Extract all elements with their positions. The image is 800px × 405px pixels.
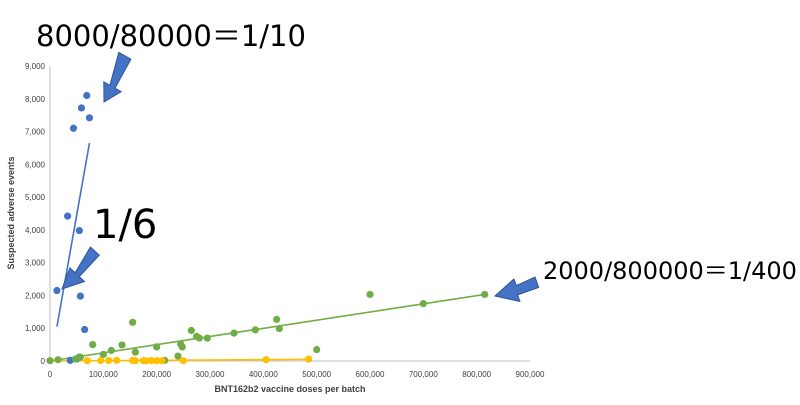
data-point [179,357,187,365]
data-point [251,326,259,334]
data-point [275,324,283,333]
y-tick-label: 5,000 [25,193,46,202]
data-point [153,357,161,365]
data-point [153,343,161,351]
y-tick-label: 0 [41,357,46,366]
data-point [195,334,203,342]
x-tick-label: 600,000 [356,370,385,379]
y-axis-title: Suspected adverse events [6,156,16,269]
trendline [49,293,485,362]
trendline [56,142,91,327]
data-point [81,325,89,334]
y-tick-label: 6,000 [25,160,46,169]
data-point [305,355,313,363]
arrow-to-green-end [493,276,540,303]
data-point [46,357,54,365]
data-point [142,357,150,365]
data-point [107,346,115,355]
data-point [481,290,489,299]
x-tick-label: 200,000 [142,370,171,379]
x-tick-label: 900,000 [516,370,545,379]
data-point [77,104,86,112]
x-tick-label: 300,000 [196,370,225,379]
y-tick-label: 3,000 [25,259,46,268]
x-axis-title: BNT162b2 vaccine doses per batch [214,384,365,394]
x-tick-label: 500,000 [302,370,331,379]
data-point [64,212,72,220]
x-tick-label: 800,000 [462,370,491,379]
y-tick-label: 4,000 [25,226,46,235]
data-point [53,286,61,295]
data-point [131,357,139,365]
x-tick-label: 700,000 [409,370,438,379]
data-point [129,318,137,326]
trendlines [49,142,485,362]
data-point [76,292,84,300]
data-point [147,356,155,365]
x-tick-labels: 0 100,000 200,000 300,000 400,000 500,000 600,… [48,370,545,379]
data-point [131,348,139,356]
data-point [178,343,186,351]
y-tick-labels: 0 1,000 2,000 3,000 4,000 5,000 6,000 7,000 8,00… [25,62,46,366]
data-point [187,326,195,335]
y-tick-label: 1,000 [25,324,46,333]
data-point [99,350,107,359]
data-point [85,114,94,122]
annotation-one-400th: 2000/800000＝1/400 [543,257,797,285]
data-point [366,290,374,299]
data-point [113,356,121,364]
y-tick-label: 2,000 [25,291,46,300]
data-point [97,356,105,365]
data-point [203,334,211,342]
data-point [105,356,113,365]
y-tick-label: 7,000 [25,128,46,137]
data-point [69,124,78,132]
data-point [75,226,83,235]
x-tick-label: 400,000 [249,370,278,379]
data-point [89,341,97,349]
data-point [158,357,166,365]
data-point [83,357,91,365]
x-tick-label: 0 [48,370,53,379]
y-tick-label: 9,000 [25,62,46,71]
data-point [419,300,427,308]
annotation-one-tenth: 8000/80000＝1/10 [36,19,306,53]
arrow-to-low-point [61,246,101,290]
data-point [174,352,182,360]
y-tick-label: 8,000 [25,95,46,104]
data-point [313,345,321,354]
annotation-arrows [61,51,540,303]
data-point [83,91,91,100]
annotation-one-sixth: 1/6 [93,202,157,248]
x-tick-label: 100,000 [89,370,118,379]
data-point [262,356,270,364]
data-point [76,353,84,361]
arrow-to-top-cluster [103,51,132,103]
data-points [46,91,489,365]
data-point [273,315,281,323]
data-point [54,356,62,364]
data-point [118,341,126,349]
data-point [230,329,238,337]
